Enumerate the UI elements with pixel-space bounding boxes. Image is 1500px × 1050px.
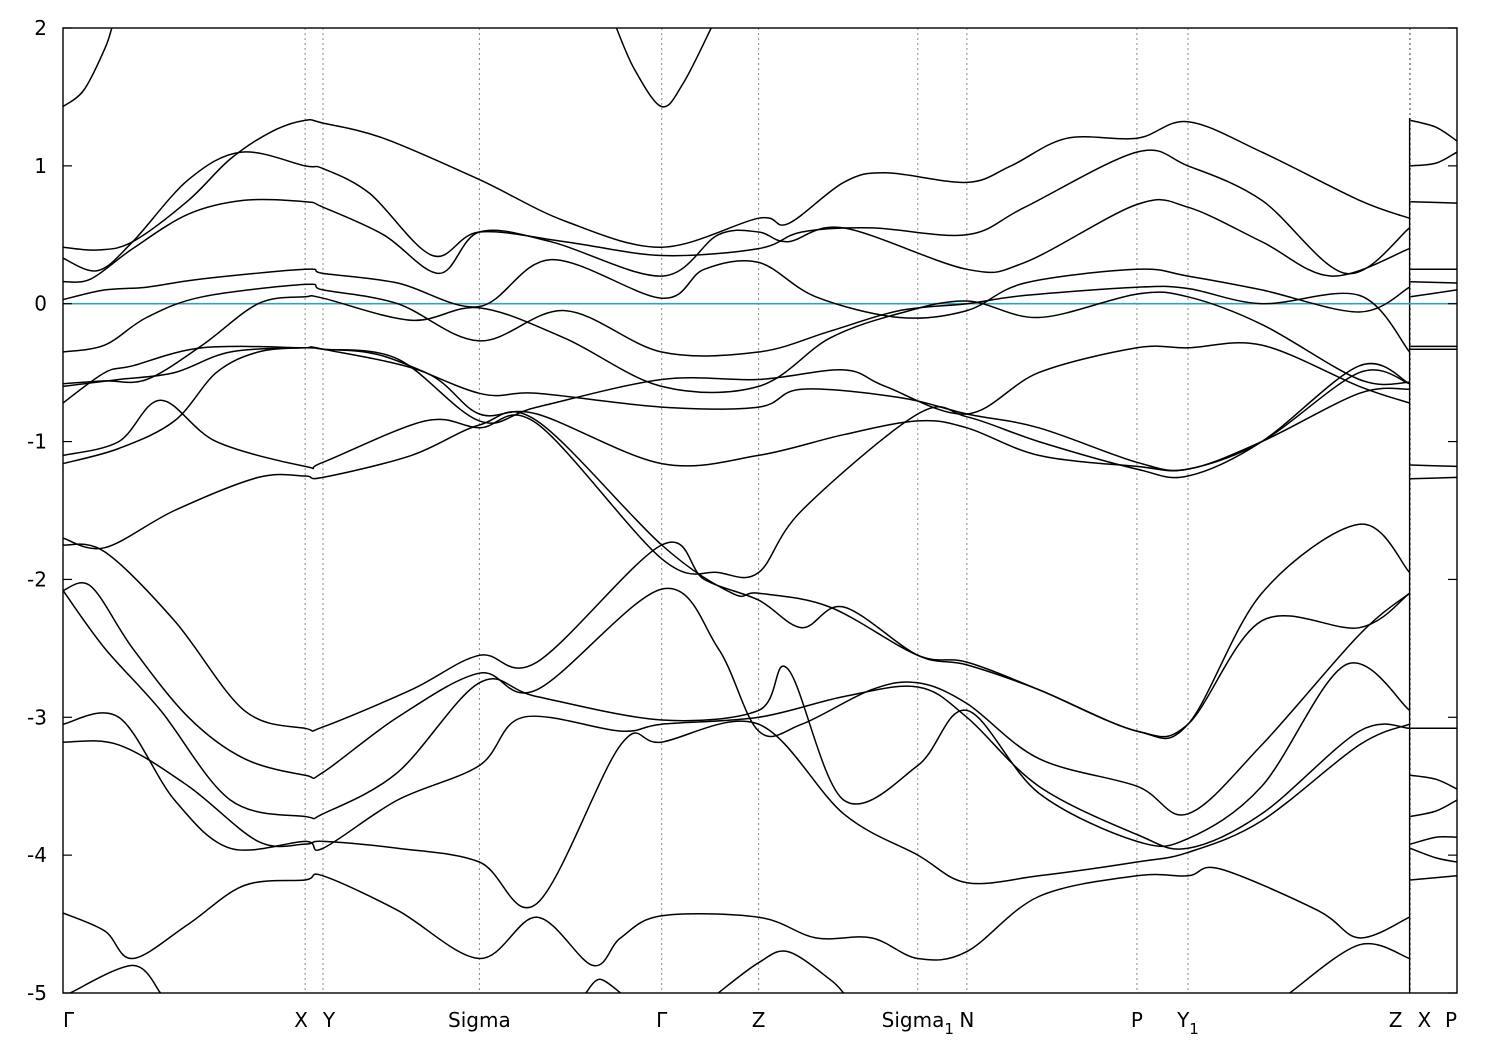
x-tick-label-4: Γ — [656, 1008, 668, 1032]
x-tick-label-5: Z — [752, 1008, 766, 1032]
band-3 — [63, 149, 1411, 275]
y-tick-label-0: -5 — [27, 981, 47, 1005]
band-lines — [63, 28, 1457, 993]
band-1 — [615, 28, 712, 108]
band-22 — [1289, 942, 1410, 993]
band-5 — [63, 258, 1410, 319]
x-tick-label-2: Y — [322, 1008, 336, 1032]
band-32 — [1410, 476, 1457, 480]
x-tick-label-6: Sigma1 — [882, 1008, 954, 1038]
x-tick-label-12: P — [1445, 1008, 1457, 1032]
band-17 — [63, 720, 1410, 909]
band-23 — [1410, 119, 1457, 142]
band-27 — [1410, 280, 1457, 284]
y-axis-ticks: -5 -4 -3 -2 -1 0 1 2 — [27, 16, 1457, 1005]
band-15 — [63, 590, 1411, 848]
y-tick-label-7: 2 — [34, 16, 47, 40]
y-tick-label-1: -4 — [27, 843, 47, 867]
y-tick-label-2: -3 — [27, 705, 47, 729]
band-28 — [1410, 289, 1457, 298]
band-12 — [63, 411, 1411, 740]
band-35 — [1410, 799, 1457, 818]
band-4 — [63, 198, 1410, 283]
band-9 — [63, 346, 1410, 472]
band-2 — [63, 119, 1410, 251]
band-11 — [63, 363, 1410, 579]
band-38 — [1410, 875, 1457, 881]
y-tick-label-6: 1 — [34, 154, 47, 178]
band-16 — [63, 685, 1410, 851]
plot-frame — [62, 27, 1458, 994]
plot-border — [62, 27, 1458, 994]
band-19 — [69, 964, 162, 993]
band-20 — [585, 978, 622, 993]
band-34 — [1410, 774, 1457, 790]
y-tick-label-5: 0 — [34, 292, 47, 316]
x-tick-label-7: N — [959, 1008, 974, 1032]
y-tick-label-3: -2 — [27, 567, 47, 591]
x-tick-label-11: X — [1417, 1008, 1431, 1032]
x-tick-label-0: Γ — [63, 1008, 75, 1032]
x-axis-ticks: Γ X Y Sigma Γ Z Sigma1 N P Y1 Z X P — [63, 1008, 1457, 1038]
band-25 — [1410, 200, 1457, 204]
band-37 — [1410, 847, 1457, 863]
x-tick-label-3: Sigma — [448, 1008, 511, 1032]
y-tick-label-4: -1 — [27, 430, 47, 454]
band-18 — [63, 866, 1410, 967]
x-tick-label-10: Z — [1389, 1008, 1403, 1032]
kpoint-grid-lines — [304, 28, 1411, 993]
band-21 — [717, 950, 845, 993]
band-31 — [1410, 464, 1457, 468]
band-14 — [63, 582, 1411, 816]
band-24 — [1410, 151, 1457, 167]
band-7 — [63, 291, 1410, 394]
band-10 — [63, 346, 1410, 472]
x-tick-label-9: Y1 — [1176, 1008, 1199, 1038]
band-8 — [63, 342, 1410, 424]
band-6 — [63, 283, 1411, 357]
band-0 — [63, 28, 113, 108]
x-tick-label-8: P — [1131, 1008, 1143, 1032]
band-36 — [1410, 835, 1457, 845]
x-tick-label-1: X — [294, 1008, 308, 1032]
band-13 — [63, 541, 1411, 738]
